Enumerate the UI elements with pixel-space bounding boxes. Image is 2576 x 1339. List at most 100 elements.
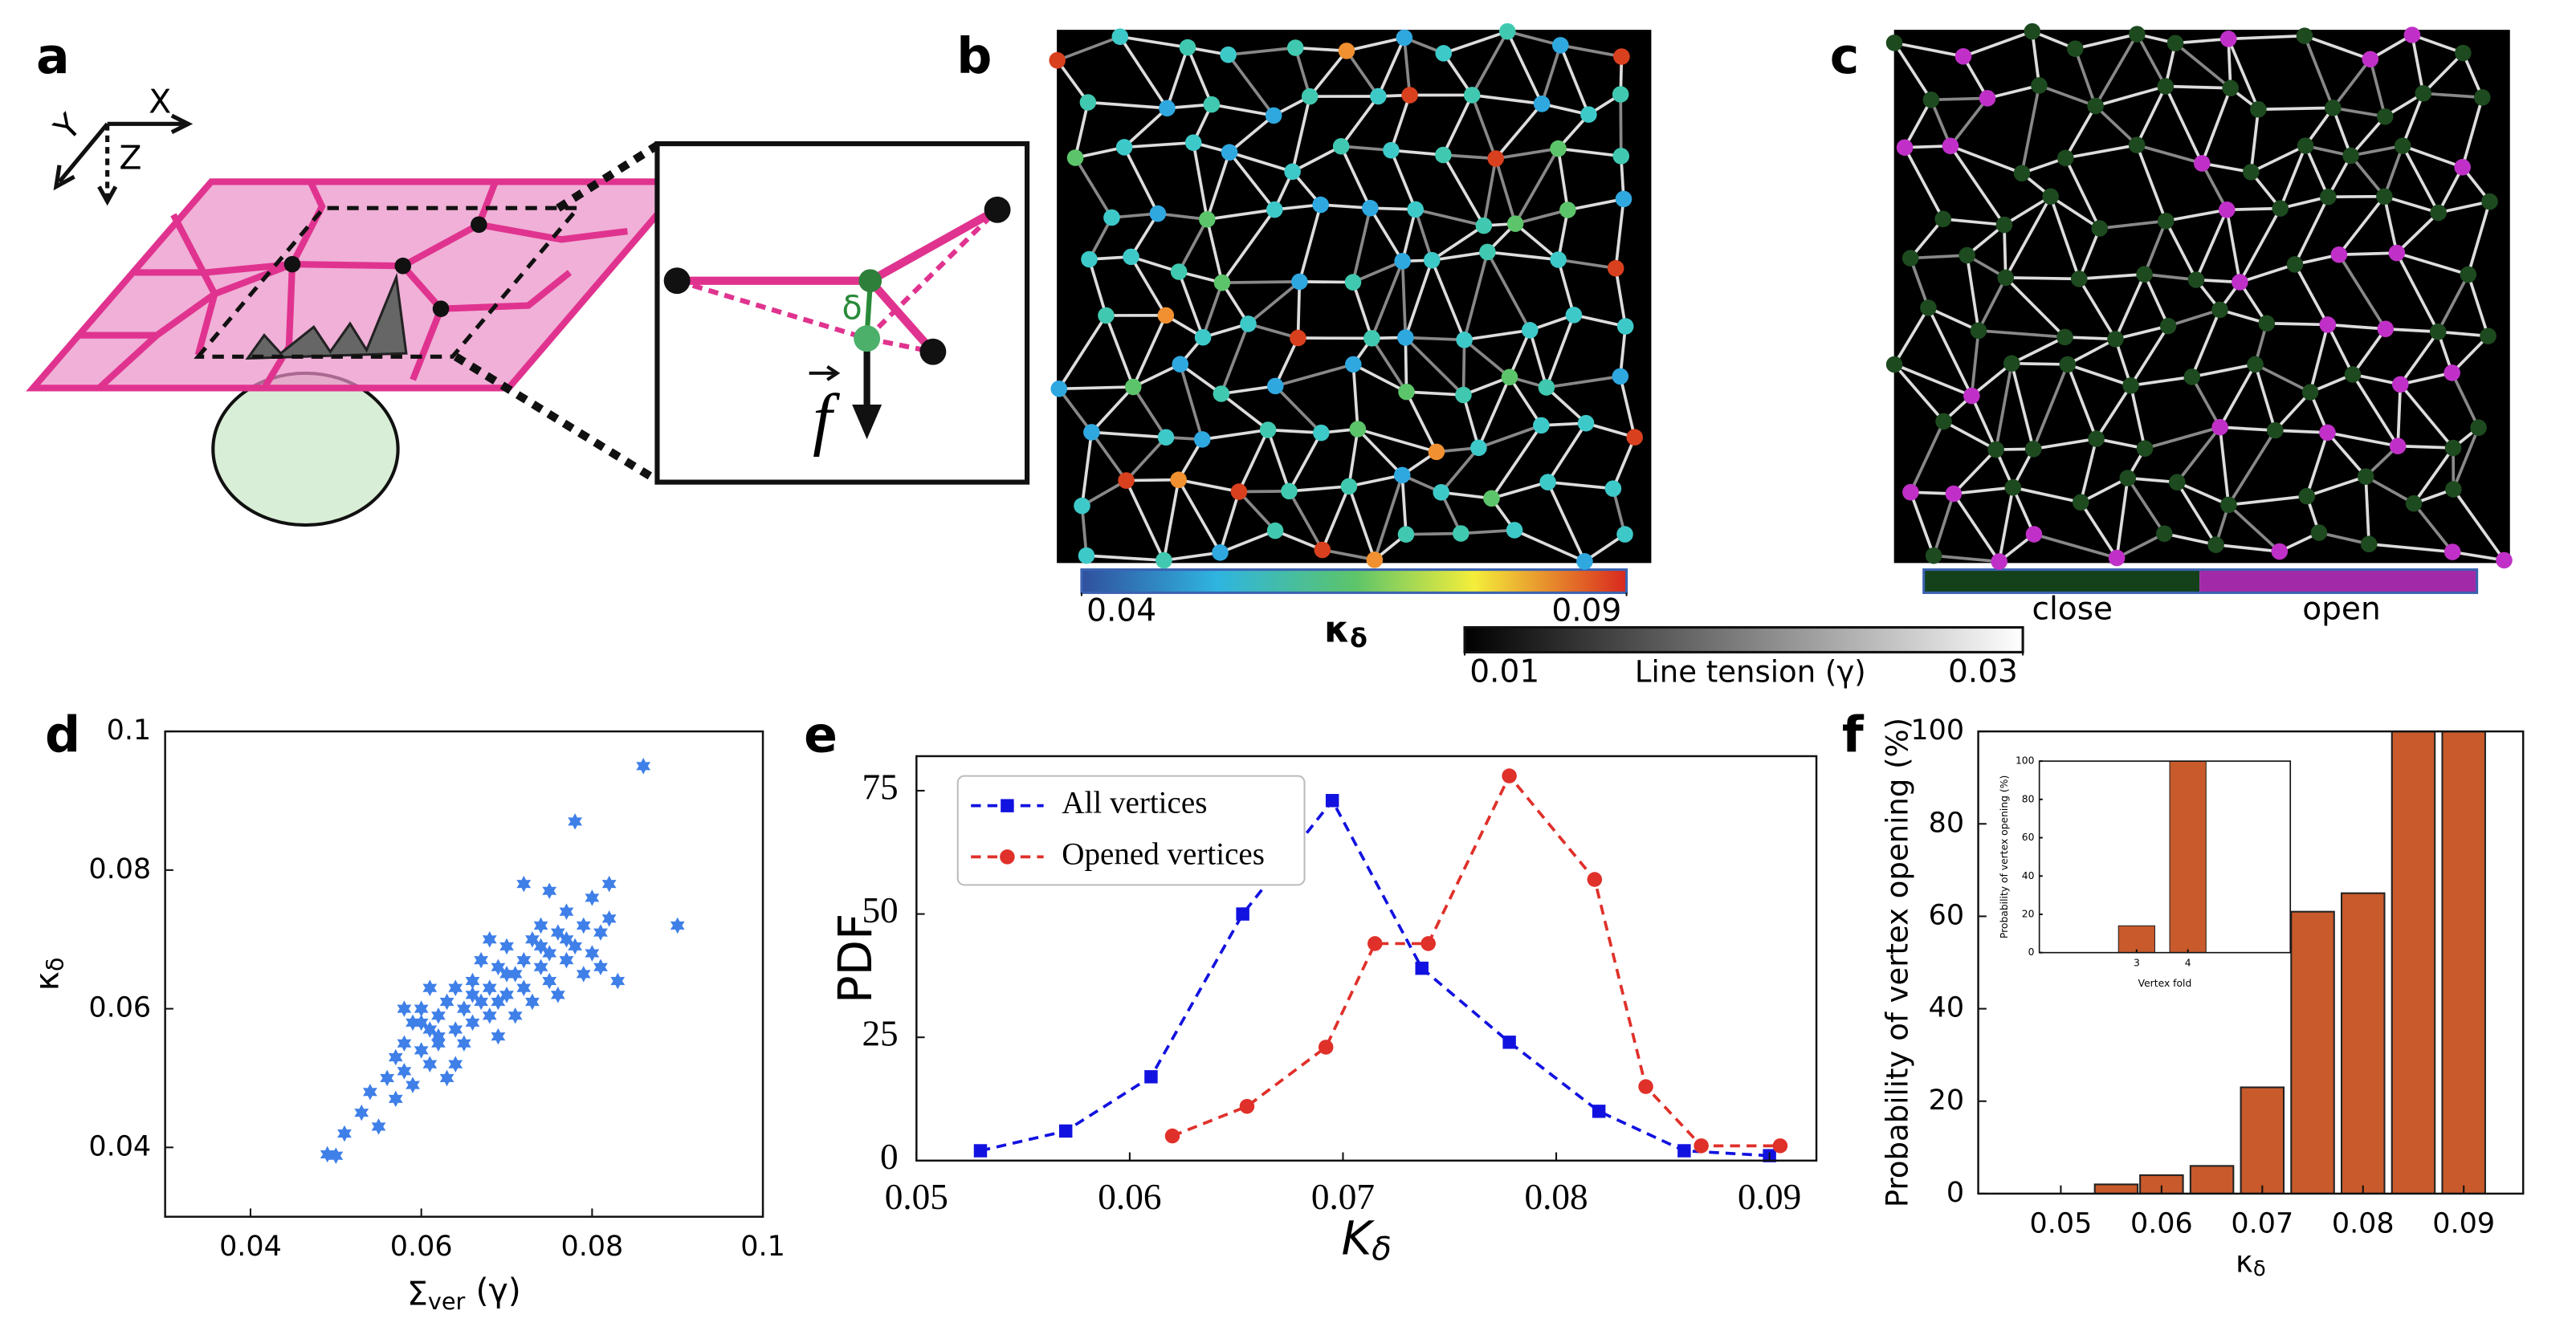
network-node [2031, 77, 2048, 94]
network-edge [1165, 47, 1189, 109]
network-node [1291, 273, 1308, 291]
network-edge [1087, 100, 1168, 110]
network-node [1049, 51, 1066, 69]
network-edge [2077, 278, 2117, 340]
network-node [1156, 551, 1172, 569]
network-edge [1201, 428, 1269, 442]
network-edge [1298, 204, 1323, 283]
network-edge [1932, 493, 1955, 556]
network-edge [2395, 211, 2439, 254]
panel-letter: b [956, 27, 992, 85]
network-edge [1506, 31, 1543, 105]
network-edge [2095, 385, 2133, 440]
x-tick-label: 0.07 [2231, 1207, 2293, 1239]
network-edge [1132, 363, 1181, 389]
network-node [1115, 139, 1133, 156]
network-edge [2191, 363, 2256, 379]
network-node [1396, 29, 1413, 47]
network-edge [1612, 436, 1636, 490]
panel-letter: c [1830, 27, 1860, 85]
network-edge [1933, 554, 1999, 564]
network-node [1475, 217, 1493, 234]
scatter-point [593, 924, 608, 941]
network-edge [1177, 271, 1204, 338]
network-node [1613, 48, 1630, 65]
network-node [1521, 322, 1539, 339]
label-part: Σ [407, 1274, 428, 1313]
network-edge [1164, 551, 1221, 562]
network-edge [2094, 104, 2138, 147]
network-edge [1949, 144, 2006, 226]
network-edge [1320, 203, 1371, 210]
network-edge [2275, 429, 2328, 434]
network-edge [1119, 35, 1188, 49]
network-edge [2048, 196, 2081, 280]
scatter-point [456, 1035, 471, 1052]
scatter-point [448, 1056, 463, 1072]
network-edge [1978, 328, 2065, 339]
panel-letter: a [36, 27, 70, 85]
network-node [1149, 205, 1167, 222]
network-edge [1091, 430, 1167, 439]
network-edge [2327, 431, 2399, 448]
network-node [2219, 31, 2237, 47]
y-axis-label: Probability of vertex opening (%) [1999, 775, 2010, 938]
network-node [1902, 483, 1919, 501]
x-tick-label: 0.1 [740, 1231, 785, 1263]
bar [2093, 1183, 2139, 1195]
network-edge [1074, 102, 1090, 158]
network-node [2159, 317, 2177, 335]
network-edge [1903, 99, 1933, 149]
network-edge [2399, 331, 2439, 385]
network-node [2357, 468, 2374, 485]
network-edge [2369, 542, 2453, 554]
y-tick-label: 50 [862, 890, 898, 930]
network-node [2415, 85, 2432, 102]
network-edge [2191, 376, 2222, 429]
network-edge [1287, 490, 1324, 551]
x-tick-label: 0.07 [1311, 1177, 1375, 1217]
network-node [2250, 100, 2267, 118]
network-node [1616, 318, 1634, 335]
scatter-point [491, 1028, 506, 1045]
network-node [1487, 150, 1504, 167]
network-edge [2176, 480, 2230, 507]
network-node [1123, 248, 1139, 266]
network-edge [1294, 47, 1311, 97]
chart: 0.05 0.06 0.07 0.08 0.09 0 25 50 75 e All vertices… [804, 706, 1818, 1217]
network-node [1184, 134, 1202, 151]
network-node [1340, 478, 1358, 495]
network-node [2056, 328, 2073, 346]
network-edge [1994, 363, 2014, 450]
network-edge [2422, 51, 2464, 95]
network [1885, 22, 2513, 570]
network-node [2267, 421, 2284, 439]
network-node [1083, 424, 1100, 441]
network-edge [1909, 421, 1946, 493]
marker [1415, 961, 1429, 975]
network-edge [1186, 47, 1213, 105]
network-edge [2064, 105, 2097, 159]
network-edge [2004, 195, 2052, 279]
legend-swatch [1923, 569, 2200, 593]
network-edge [1461, 528, 1515, 535]
network-edge [2452, 427, 2480, 490]
network-edge [2385, 327, 2439, 334]
scatter-point [507, 966, 523, 983]
network-node [2297, 137, 2314, 154]
network-node [2429, 323, 2447, 340]
network-edge [2032, 364, 2069, 450]
colorbar-title: Line tension (γ) [1635, 655, 1866, 690]
y-axis-label: Probability of vertex opening (%) [1880, 718, 1914, 1207]
network-edge [1373, 474, 1404, 560]
vertices [283, 216, 487, 317]
network-node [1286, 39, 1304, 56]
network-node [1463, 87, 1481, 104]
marker [1325, 794, 1339, 808]
scatter-point [456, 1000, 471, 1017]
scatter-point [448, 1021, 463, 1038]
network-edge [1123, 107, 1168, 149]
network-node [1423, 251, 1441, 269]
network-edge [1950, 144, 2023, 175]
